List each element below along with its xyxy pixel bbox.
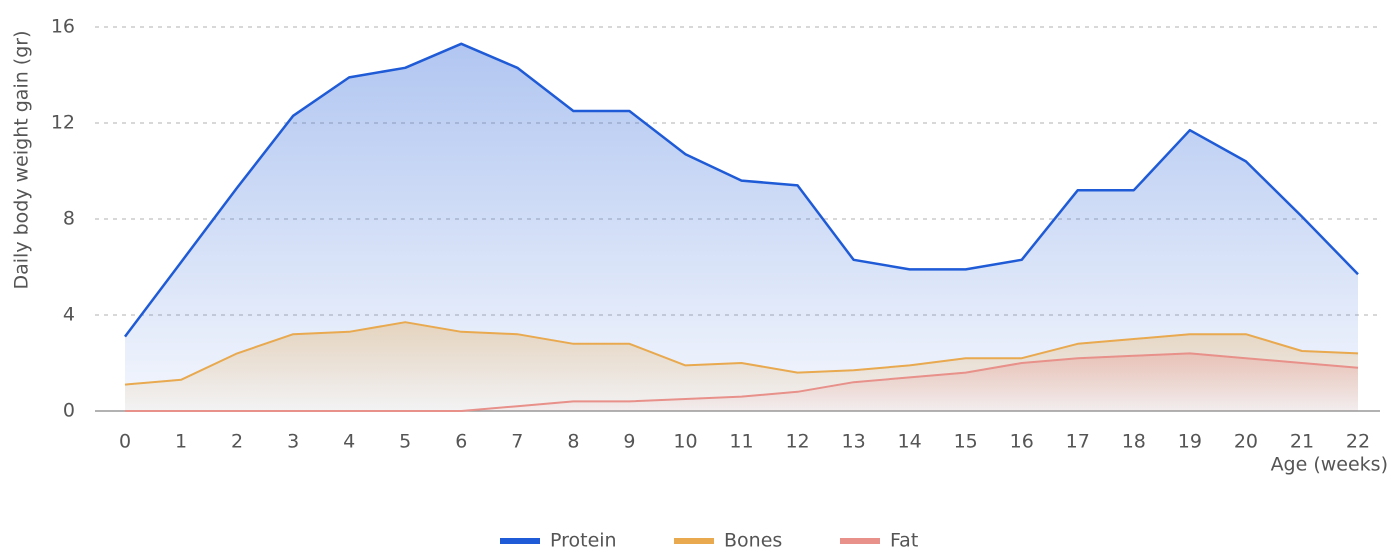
- legend-swatch: [500, 538, 540, 544]
- x-tick-label: 22: [1346, 431, 1370, 453]
- line: [124, 42, 1359, 338]
- x-tick-label: 7: [511, 431, 523, 453]
- x-tick-label: 10: [673, 431, 697, 453]
- x-tick-label: 16: [1010, 431, 1034, 453]
- x-tick-label: 3: [287, 431, 299, 453]
- x-tick-label: 4: [343, 431, 355, 453]
- x-tick-label: 21: [1290, 431, 1314, 453]
- x-tick-label: 9: [623, 431, 635, 453]
- x-tick-label: 17: [1066, 431, 1090, 453]
- legend-swatch: [674, 538, 714, 544]
- x-tick-label: 15: [954, 431, 978, 453]
- x-tick-label: 5: [399, 431, 411, 453]
- y-tick-label: 16: [51, 16, 75, 38]
- x-tick-label: 11: [729, 431, 753, 453]
- x-tick-label: 13: [841, 431, 865, 453]
- y-tick-label: 12: [51, 112, 75, 134]
- x-tick-label: 18: [1122, 431, 1146, 453]
- y-axis-label: Daily body weight gain (gr): [11, 30, 33, 289]
- x-tick-label: 0: [119, 431, 131, 453]
- x-tick-label: 19: [1178, 431, 1202, 453]
- y-tick-label: 8: [63, 208, 75, 230]
- area: [125, 43, 1358, 412]
- legend-swatch: [840, 538, 880, 544]
- x-tick-label: 20: [1234, 431, 1258, 453]
- legend-label: Fat: [890, 530, 918, 551]
- y-tick-label: 0: [63, 400, 75, 422]
- x-axis-label: Age (weeks): [1271, 454, 1388, 476]
- x-tick-label: 6: [455, 431, 467, 453]
- area: [125, 353, 1358, 411]
- x-tick-label: 14: [898, 431, 922, 453]
- line: [125, 352, 1359, 412]
- y-tick-label: 4: [63, 304, 75, 326]
- legend-label: Bones: [724, 530, 782, 551]
- x-tick-label: 12: [785, 431, 809, 453]
- x-tick-label: 2: [231, 431, 243, 453]
- line: [124, 321, 1359, 386]
- x-tick-label: 8: [567, 431, 579, 453]
- x-tick-label: 1: [175, 431, 187, 453]
- legend-label: Protein: [550, 530, 617, 551]
